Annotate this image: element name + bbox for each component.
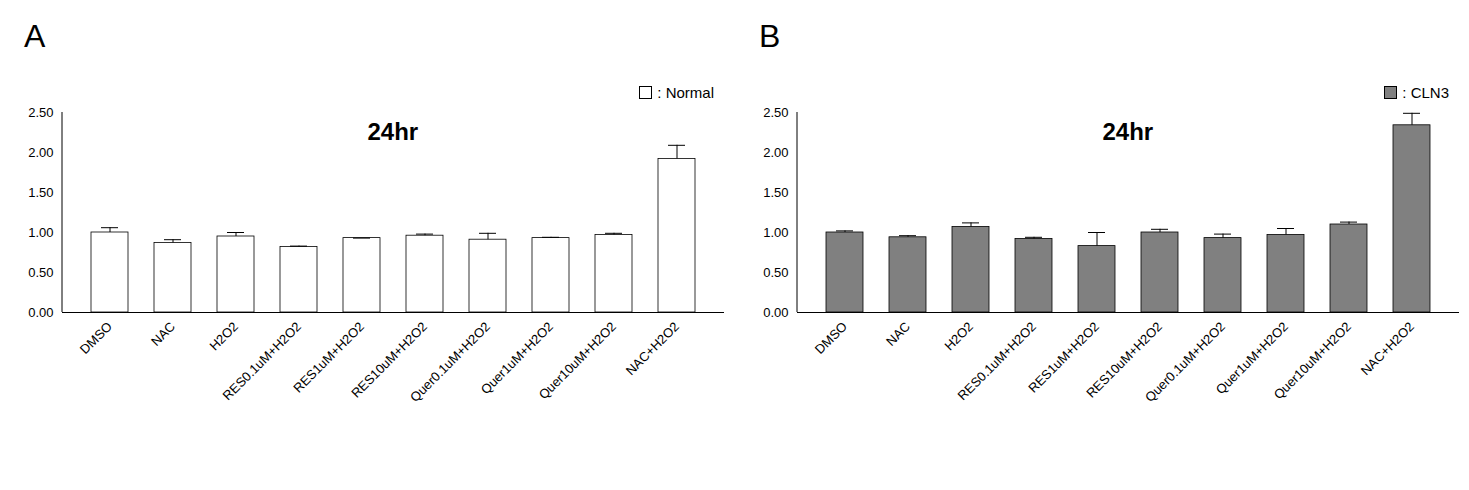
svg-text:0.50: 0.50 <box>28 265 53 280</box>
svg-text:NAC+H2O2: NAC+H2O2 <box>1358 319 1417 378</box>
svg-text:1.00: 1.00 <box>28 225 53 240</box>
svg-text:RES10uM+H2O2: RES10uM+H2O2 <box>1083 318 1166 401</box>
svg-text:RES10uM+H2O2: RES10uM+H2O2 <box>348 318 431 401</box>
svg-text:2.50: 2.50 <box>28 105 53 120</box>
svg-text:Quer1uM+H2O2: Quer1uM+H2O2 <box>477 318 557 398</box>
svg-text:0.00: 0.00 <box>763 305 788 320</box>
svg-text:1.00: 1.00 <box>763 225 788 240</box>
html-text:: CLN3: : CLN3 <box>1402 84 1449 101</box>
svg-text:0.50: 0.50 <box>763 265 788 280</box>
svg-text:RES0.1uM+H2O2: RES0.1uM+H2O2 <box>955 319 1039 403</box>
svg-text:2.00: 2.00 <box>28 145 53 160</box>
svg-text:Quer10uM+H2O2: Quer10uM+H2O2 <box>1271 319 1354 402</box>
html-text:24hr: 24hr <box>367 118 419 145</box>
svg-text:Quer0.1uM+H2O2: Quer0.1uM+H2O2 <box>407 319 493 405</box>
html-text:: Normal: : Normal <box>657 84 714 101</box>
svg-text:Quer10uM+H2O2: Quer10uM+H2O2 <box>536 319 619 402</box>
svg-text:1.50: 1.50 <box>763 185 788 200</box>
svg-text:0.00: 0.00 <box>28 305 53 320</box>
svg-text:DMSO: DMSO <box>812 319 850 357</box>
svg-text:NAC: NAC <box>148 319 178 349</box>
svg-text:NAC+H2O2: NAC+H2O2 <box>623 319 682 378</box>
svg-text:RES1uM+H2O2: RES1uM+H2O2 <box>1025 318 1103 396</box>
svg-text:H2O2: H2O2 <box>206 319 241 354</box>
svg-text:H2O2: H2O2 <box>941 319 976 354</box>
html-text:A: A <box>24 18 46 54</box>
svg-text:RES1uM+H2O2: RES1uM+H2O2 <box>290 318 368 396</box>
svg-text:NAC: NAC <box>883 319 913 349</box>
svg-text:RES0.1uM+H2O2: RES0.1uM+H2O2 <box>220 319 304 403</box>
html-text:24hr: 24hr <box>1102 118 1154 145</box>
svg-text:DMSO: DMSO <box>77 319 115 357</box>
svg-text:1.50: 1.50 <box>28 185 53 200</box>
svg-text:2.50: 2.50 <box>763 105 788 120</box>
html-text:B: B <box>759 18 781 54</box>
svg-text:2.00: 2.00 <box>763 145 788 160</box>
svg-text:Quer1uM+H2O2: Quer1uM+H2O2 <box>1212 318 1292 398</box>
svg-text:Quer0.1uM+H2O2: Quer0.1uM+H2O2 <box>1142 319 1228 405</box>
